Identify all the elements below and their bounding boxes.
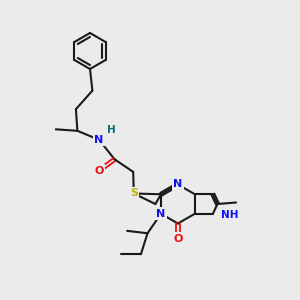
Text: N: N <box>94 135 103 145</box>
Text: N: N <box>156 209 166 219</box>
Text: NH: NH <box>221 210 239 220</box>
Text: O: O <box>94 166 104 176</box>
Text: S: S <box>130 188 138 199</box>
Text: H: H <box>107 125 116 135</box>
Text: O: O <box>173 234 183 244</box>
Text: N: N <box>173 179 182 190</box>
